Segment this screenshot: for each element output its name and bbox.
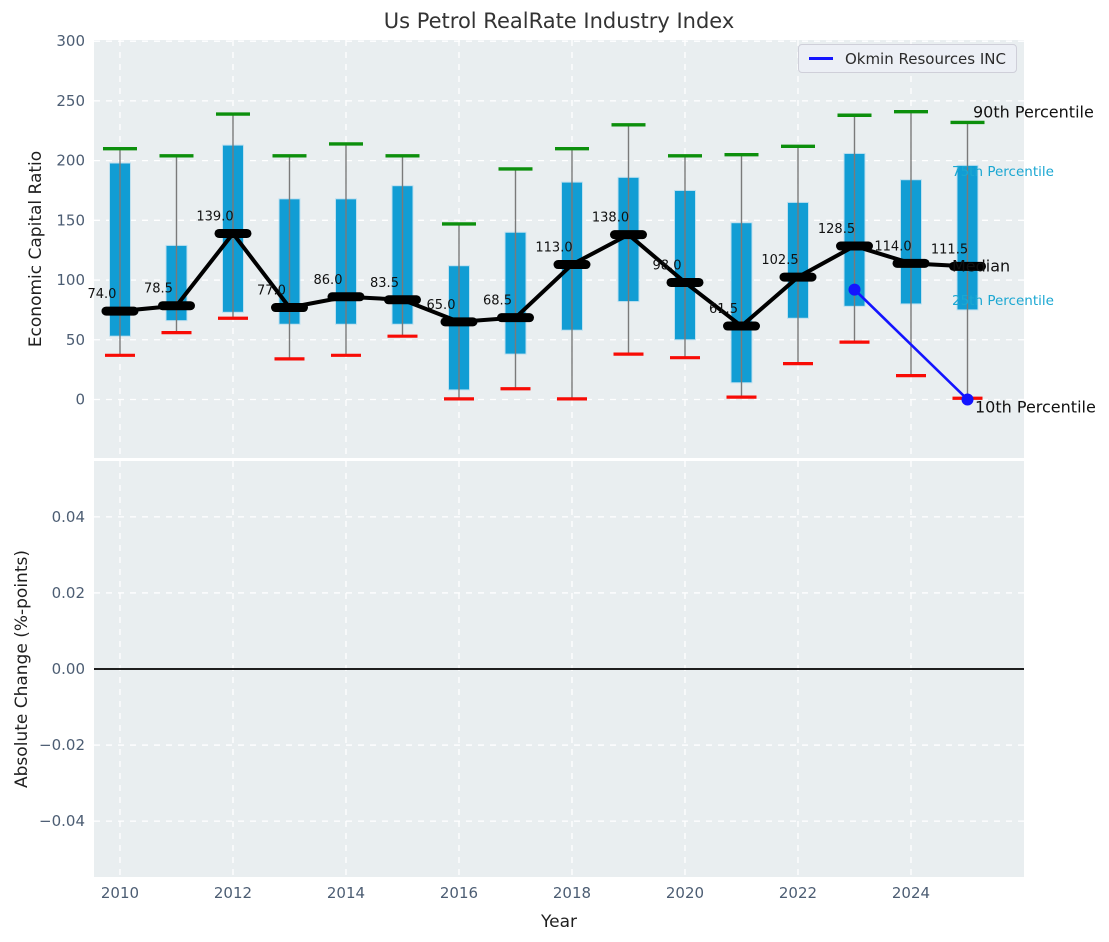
company-point-2023 (848, 283, 861, 296)
y-tick-label-bottom: 0.02 (52, 584, 85, 602)
y-tick-label-top: 200 (56, 152, 85, 170)
median-value-label-2025: 111.5 (931, 242, 968, 257)
median-value-label-2015: 83.5 (370, 276, 399, 291)
y-tick-label-bottom: 0.00 (52, 660, 85, 678)
legend-line-sample-icon (809, 57, 833, 60)
x-tick-label: 2022 (779, 884, 817, 902)
company-line (853, 288, 969, 401)
legend-label: Okmin Resources INC (844, 49, 1006, 68)
median-value-label-2021: 61.5 (709, 302, 738, 317)
y-tick-label-top: 250 (56, 92, 85, 110)
annotation-25th-percentile: 25th Percentile (952, 293, 1054, 309)
y-tick-label-top: 300 (56, 32, 85, 50)
median-value-label-2019: 138.0 (592, 211, 629, 226)
bottom-y-axis-label: Absolute Change (%-points) (12, 550, 32, 788)
y-tick-label-bottom: −0.02 (39, 736, 85, 754)
x-tick-label: 2012 (214, 884, 252, 902)
y-tick-label-top: 0 (75, 390, 85, 408)
x-tick-label: 2010 (101, 884, 139, 902)
median-value-label-2018: 113.0 (535, 241, 572, 256)
x-tick-label: 2016 (440, 884, 478, 902)
x-tick-label: 2014 (327, 884, 365, 902)
y-tick-label-top: 50 (66, 331, 85, 349)
median-value-label-2014: 86.0 (314, 273, 343, 288)
median-value-label-2011: 78.5 (144, 282, 173, 297)
median-value-label-2022: 102.5 (761, 253, 798, 268)
annotation-75th-percentile: 75th Percentile (952, 164, 1054, 180)
annotation-median: Median (952, 256, 1011, 276)
median-value-label-2020: 98.0 (653, 258, 682, 273)
legend: Okmin Resources INC (798, 44, 1017, 73)
y-tick-label-bottom: 0.04 (52, 508, 85, 526)
x-tick-label: 2024 (892, 884, 930, 902)
median-value-label-2010: 74.0 (88, 287, 117, 302)
median-value-label-2017: 68.5 (483, 294, 512, 309)
median-value-label-2016: 65.0 (427, 298, 456, 313)
x-tick-label: 2018 (553, 884, 591, 902)
annotation-10th-percentile: 10th Percentile (975, 397, 1096, 417)
median-line (119, 230, 968, 329)
annotation-90th-percentile: 90th Percentile (973, 102, 1094, 122)
company-point-2025 (961, 393, 974, 406)
y-tick-label-bottom: −0.04 (39, 812, 85, 830)
median-value-label-2012: 139.0 (196, 209, 233, 224)
chart-title: Us Petrol RealRate Industry Index (383, 9, 735, 33)
x-axis-label: Year (541, 912, 577, 932)
median-value-label-2023: 128.5 (818, 222, 855, 237)
y-tick-label-top: 150 (56, 211, 85, 229)
median-value-label-2024: 114.0 (874, 239, 911, 254)
top-y-axis-label: Economic Capital Ratio (26, 150, 46, 348)
y-tick-label-top: 100 (56, 271, 85, 289)
median-value-label-2013: 77.0 (257, 284, 286, 299)
x-tick-label: 2020 (666, 884, 704, 902)
